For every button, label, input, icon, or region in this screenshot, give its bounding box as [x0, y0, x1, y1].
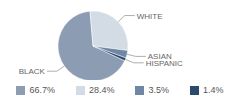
svg-text:HISPANIC: HISPANIC [146, 59, 183, 68]
svg-text:WHITE: WHITE [137, 12, 163, 21]
html-text:66.7%: 66.7% [29, 85, 55, 95]
svg-text:ASIAN: ASIAN [147, 52, 172, 62]
svg-text:BLACK: BLACK [19, 67, 46, 76]
html-text:1.4%: 1.4% [203, 85, 224, 95]
html-text:3.5%: 3.5% [148, 85, 169, 95]
html-text:28.4%: 28.4% [89, 85, 115, 95]
